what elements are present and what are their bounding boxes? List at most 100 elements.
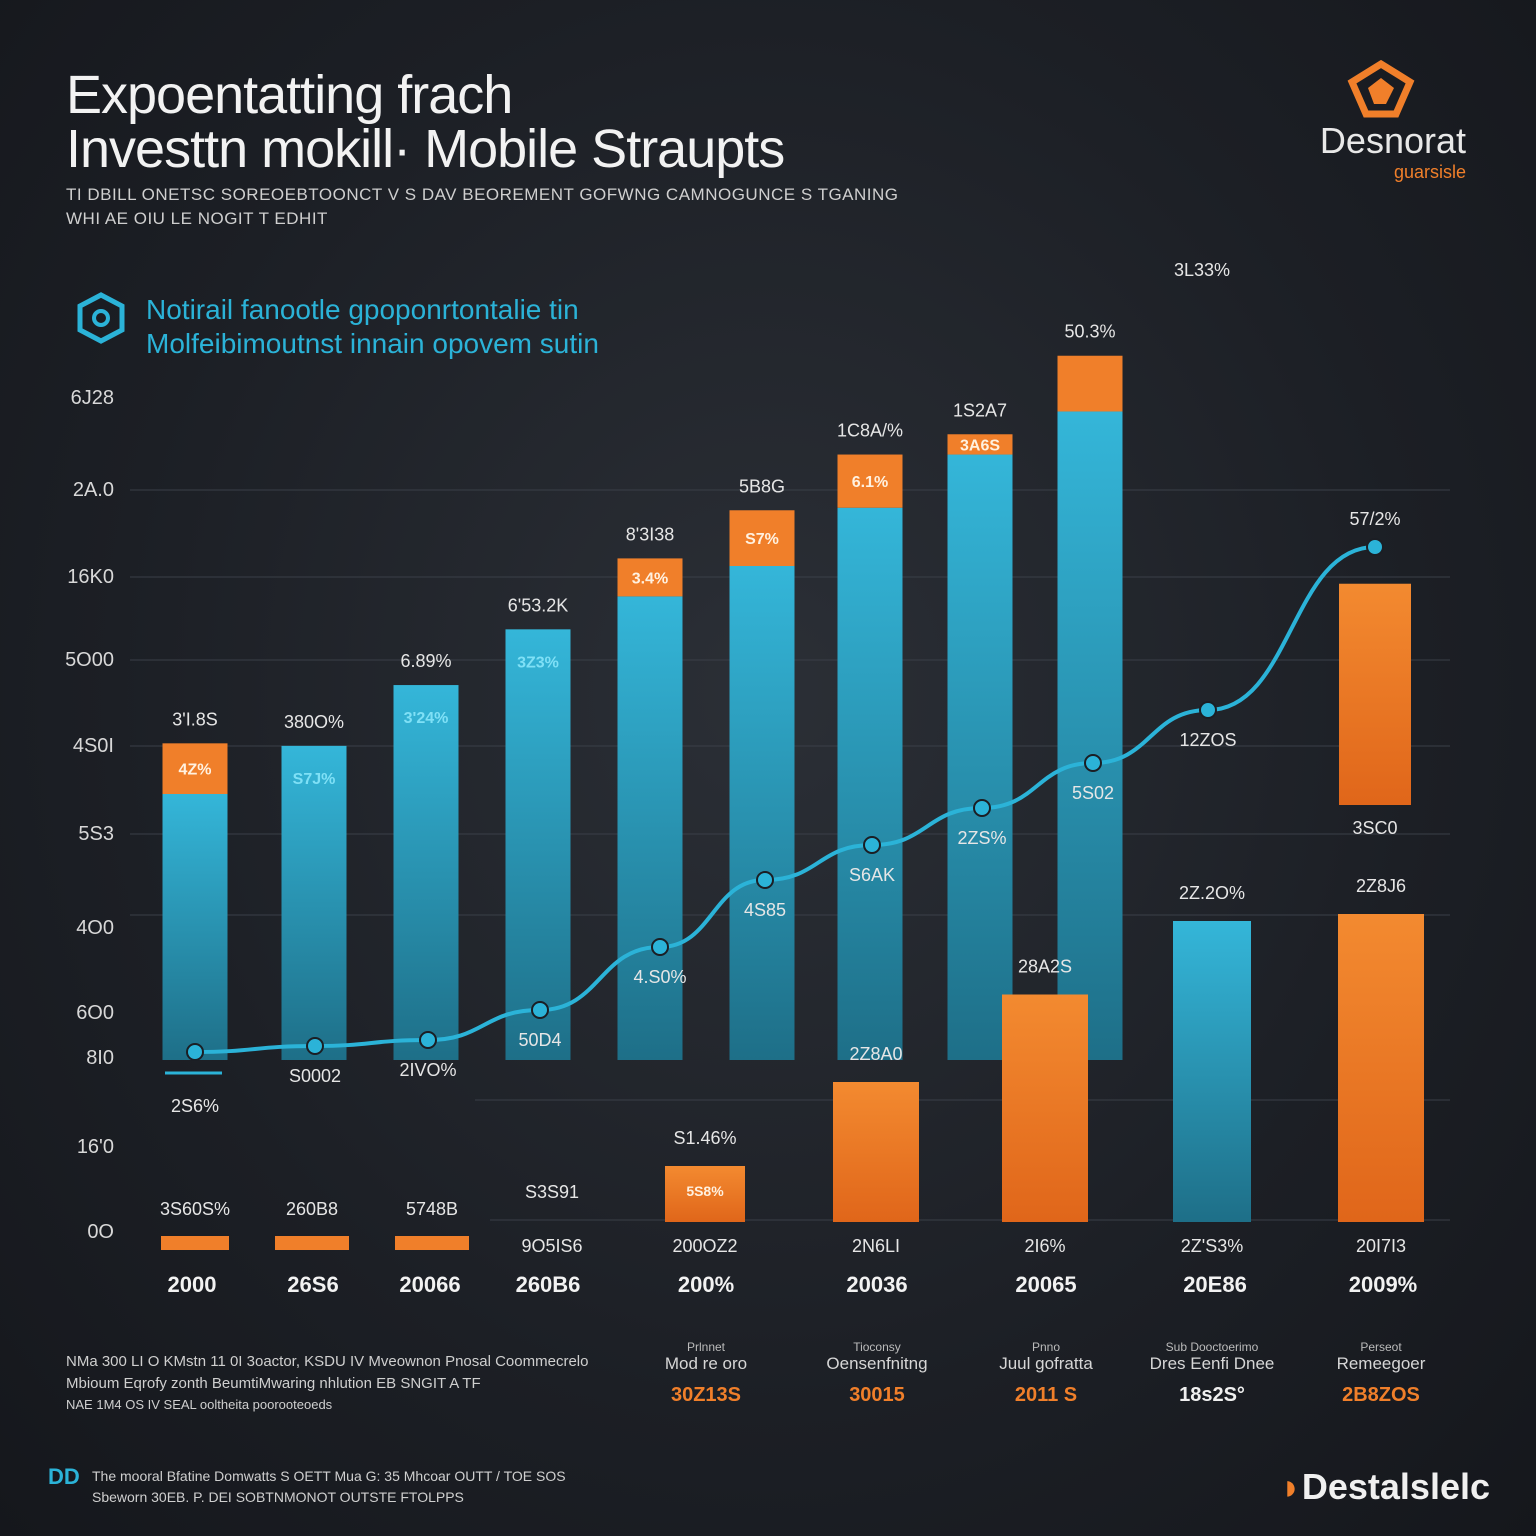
line-point-label: S6AK bbox=[849, 865, 895, 885]
x-category-label: 2000 bbox=[168, 1272, 217, 1297]
x-category-label: 2009% bbox=[1349, 1272, 1418, 1297]
bar-orange-cap bbox=[162, 743, 228, 794]
summary-label: Oensenfnitng bbox=[826, 1354, 928, 1373]
footer-note-line3: NAE 1M4 OS IV SEAL ooltheita poorooteoed… bbox=[66, 1397, 333, 1412]
summary-column: Perseot Remeegoer 2B8ZOS bbox=[1301, 1340, 1461, 1407]
lower-bar-label: 2Z8A0 bbox=[849, 1044, 902, 1064]
bar-top-label: 6'53.2K bbox=[508, 595, 569, 615]
bar-top-label: 380O% bbox=[284, 712, 344, 732]
summary-label: Remeegoer bbox=[1336, 1354, 1426, 1373]
lower-bar-label: S1.46% bbox=[673, 1128, 736, 1148]
summary-value: 2B8ZOS bbox=[1342, 1384, 1420, 1406]
bar-top-label: 8'3I38 bbox=[626, 524, 674, 544]
bar-inner-label: 6.1% bbox=[852, 474, 888, 491]
lower-bar-label: S3S91 bbox=[525, 1182, 579, 1202]
bar-teal bbox=[947, 454, 1013, 1060]
bar-top-label: 50.3% bbox=[1064, 322, 1115, 342]
end-bar bbox=[1339, 583, 1411, 805]
lower-bar-label: 28A2S bbox=[1018, 957, 1072, 977]
bar-orange-cap bbox=[617, 558, 683, 597]
bar-inner-label: S7% bbox=[745, 531, 779, 548]
lower-bar bbox=[665, 1166, 745, 1222]
bar-teal bbox=[162, 794, 228, 1060]
line-point bbox=[1084, 754, 1102, 772]
y-tick-label: 5S3 bbox=[78, 823, 114, 845]
line-point-label: 2ZS% bbox=[957, 828, 1006, 848]
summary-label: Dres Eenfi Dnee bbox=[1149, 1354, 1275, 1373]
lower-left-label: 2S6% bbox=[171, 1096, 219, 1116]
line-point bbox=[1366, 538, 1384, 556]
summary-small: Perseot bbox=[1360, 1340, 1402, 1354]
bar-teal bbox=[837, 507, 903, 1060]
lower-bar bbox=[833, 1082, 919, 1222]
bar-top-label: 6.89% bbox=[400, 651, 451, 671]
lower-bar bbox=[1338, 914, 1424, 1222]
lower-value-label: 9O5IS6 bbox=[521, 1236, 582, 1256]
bar-top-label: 5B8G bbox=[739, 476, 785, 496]
bar-top-label: 3L33% bbox=[1174, 260, 1230, 280]
line-point bbox=[306, 1037, 324, 1055]
line-point bbox=[863, 836, 881, 854]
footer-brand: ◗Destalslelc bbox=[1280, 1466, 1490, 1508]
chart-title-line1: Expoentatting frach bbox=[66, 65, 513, 125]
lower-bar bbox=[275, 1236, 349, 1250]
brand-tagline: guarsisle bbox=[1393, 162, 1466, 182]
lower-inner-label: 5S8% bbox=[686, 1183, 724, 1199]
y-tick-label: 4O0 bbox=[76, 917, 114, 939]
line-point-label: 50D4 bbox=[518, 1030, 561, 1050]
lower-bar-label: 3S60S% bbox=[160, 1199, 230, 1219]
line-point-label: 57/2% bbox=[1349, 509, 1400, 529]
line-point bbox=[651, 938, 669, 956]
bar-inner-label: 3Z3% bbox=[517, 654, 559, 671]
y-tick-label: 0O bbox=[87, 1221, 114, 1243]
line-point-label: 2IVO% bbox=[399, 1060, 456, 1080]
bar-top-label: 3'I.8S bbox=[172, 709, 217, 729]
summary-column: Pnno Juul gofratta 2011 S bbox=[966, 1340, 1126, 1407]
x-category-label: 260B6 bbox=[516, 1272, 581, 1297]
x-category-label: 20065 bbox=[1015, 1272, 1076, 1297]
y-tick-label: 6O0 bbox=[76, 1002, 114, 1024]
bar-inner-label: 4Z% bbox=[179, 762, 212, 779]
hexagon-icon bbox=[77, 292, 125, 344]
line-point-label: 4.S0% bbox=[633, 967, 686, 987]
brand-mark-icon bbox=[1347, 60, 1415, 118]
summary-small: Tioconsy bbox=[853, 1340, 901, 1354]
y-tick-label: 5O00 bbox=[65, 649, 114, 671]
line-point bbox=[756, 871, 774, 889]
footer-brand-mark-icon: ◗ bbox=[1280, 1466, 1302, 1507]
bar-teal bbox=[393, 685, 459, 1060]
bar-teal bbox=[729, 566, 795, 1060]
bar-orange-cap bbox=[1057, 355, 1123, 412]
lower-value-label: 200OZ2 bbox=[672, 1236, 737, 1256]
line-point-label: 5S02 bbox=[1072, 783, 1114, 803]
lower-bar bbox=[1002, 994, 1088, 1222]
lower-bar bbox=[1173, 921, 1251, 1222]
lower-value-label: 20I7I3 bbox=[1356, 1236, 1406, 1256]
summary-label: Juul gofratta bbox=[999, 1354, 1093, 1373]
subtitle-line1: TI DBILL ONETSC SOREOEBTOONCT V S DAV BE… bbox=[66, 185, 899, 204]
summary-value: 30Z13S bbox=[670, 1384, 742, 1406]
summary-column: Tioconsy Oensenfnitng 30015 bbox=[797, 1340, 957, 1407]
y-tick-label: 4S0I bbox=[73, 735, 114, 757]
section-heading-line2: Molfeibimoutnst innain opovem sutin bbox=[146, 328, 599, 359]
bar-top-label: 1S2A7 bbox=[953, 400, 1007, 420]
lower-value-label: 2N6LI bbox=[852, 1236, 900, 1256]
x-category-label: 200% bbox=[678, 1272, 734, 1297]
footer-note-line1: NMa 300 LI O KMstn 11 0I 3oactor, KSDU I… bbox=[66, 1353, 589, 1370]
source-badge: DD bbox=[48, 1464, 80, 1489]
line-point bbox=[973, 799, 991, 817]
subtitle-line2: WHI AE OIU LE NOGIT T EDHIT bbox=[66, 209, 328, 228]
summary-small: Sub Dooctoerimo bbox=[1165, 1340, 1259, 1354]
bar-inner-label: 3.4% bbox=[632, 570, 668, 587]
summary-value: 30015 bbox=[849, 1384, 905, 1406]
bar-orange-cap bbox=[947, 434, 1013, 455]
lower-bar-label: 5748B bbox=[406, 1199, 458, 1219]
y-tick-label: 6J28 bbox=[71, 387, 114, 409]
summary-value: 2011 S bbox=[1014, 1384, 1078, 1406]
line-point-label: S0002 bbox=[289, 1066, 341, 1086]
bar-teal bbox=[281, 745, 347, 1060]
brand-name: Desnorat bbox=[1319, 120, 1466, 161]
brand-logo: Desnorat guarsisle bbox=[1320, 60, 1466, 183]
x-category-label: 26S6 bbox=[287, 1272, 338, 1297]
lower-bar bbox=[395, 1236, 469, 1250]
